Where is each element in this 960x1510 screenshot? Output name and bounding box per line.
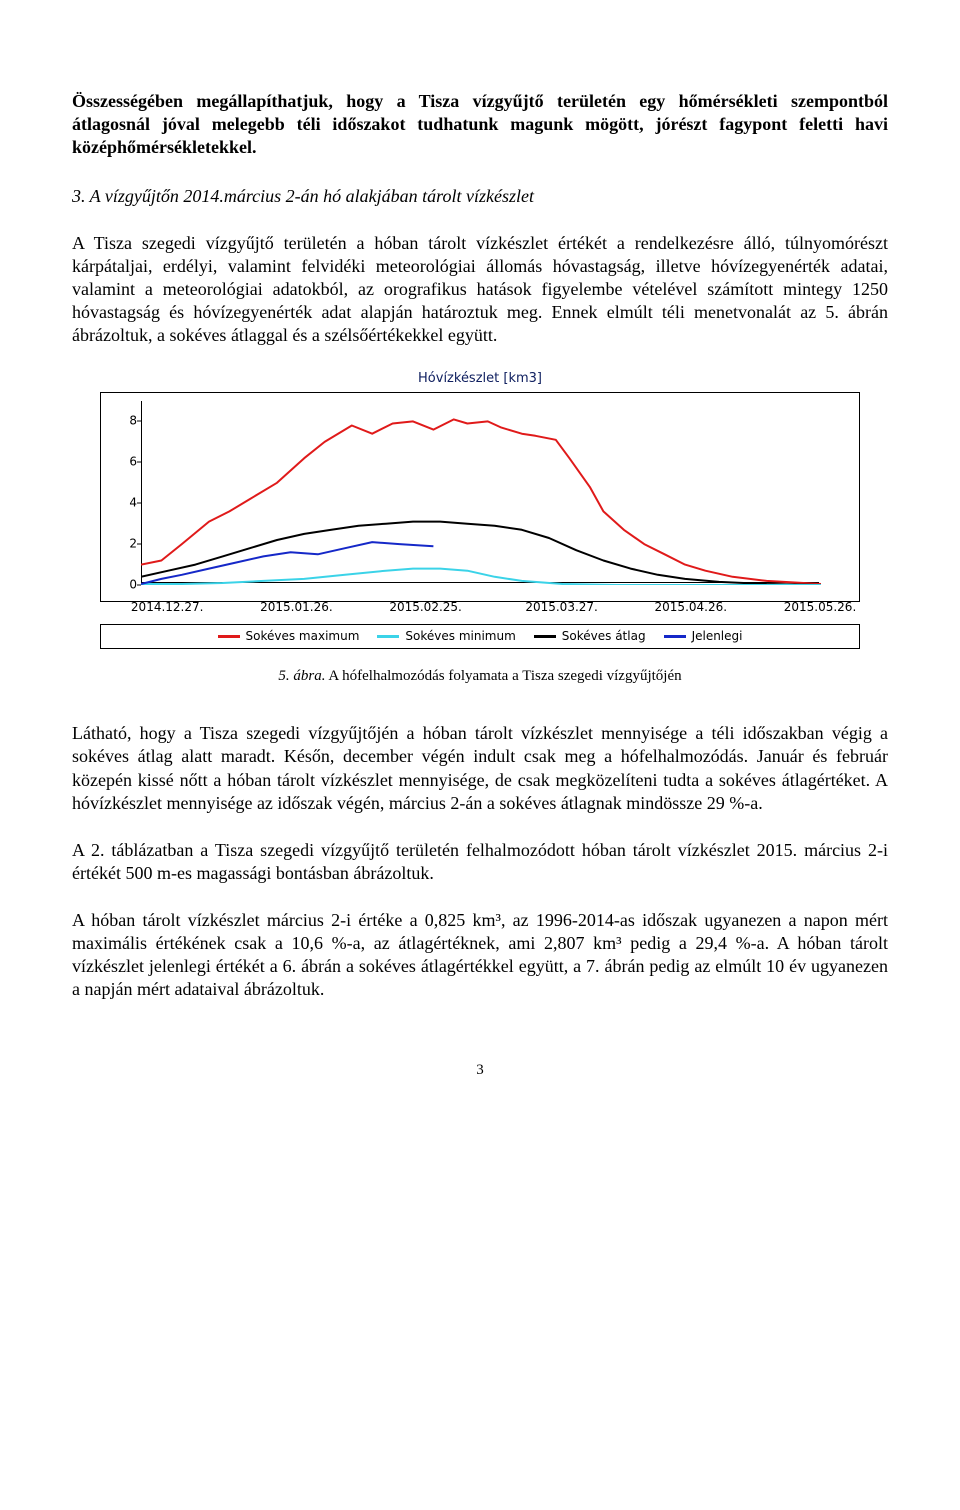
y-tick bbox=[137, 421, 141, 422]
x-tick-label: 2014.12.27. bbox=[131, 600, 204, 615]
x-tick-label: 2015.02.25. bbox=[389, 600, 462, 615]
legend-item: Jelenlegi bbox=[664, 629, 743, 644]
legend-swatch bbox=[534, 635, 556, 638]
legend-label: Sokéves átlag bbox=[562, 629, 646, 644]
x-tick-label: 2015.01.26. bbox=[260, 600, 333, 615]
figure-5-caption-text: A hófelhalmozódás folyamata a Tisza szeg… bbox=[325, 668, 681, 684]
series-avg bbox=[141, 522, 821, 585]
y-tick-label: 6 bbox=[103, 455, 137, 470]
y-tick bbox=[137, 584, 141, 585]
x-tick-label: 2015.05.26. bbox=[784, 600, 857, 615]
legend-item: Sokéves átlag bbox=[534, 629, 646, 644]
legend-label: Sokéves minimum bbox=[405, 629, 515, 644]
chart-box: 0 2 4 6 8 bbox=[100, 392, 860, 602]
legend-label: Sokéves maximum bbox=[246, 629, 360, 644]
legend-swatch bbox=[664, 635, 686, 638]
legend-swatch bbox=[218, 635, 240, 638]
y-tick-label: 4 bbox=[103, 495, 137, 510]
legend-item: Sokéves minimum bbox=[377, 629, 515, 644]
y-tick-label: 2 bbox=[103, 536, 137, 551]
section-heading: 3. A vízgyűjtőn 2014.március 2-án hó ala… bbox=[72, 185, 888, 208]
figure-5-number: 5. ábra. bbox=[278, 668, 325, 684]
y-tick bbox=[137, 503, 141, 504]
x-tick-label: 2015.03.27. bbox=[525, 600, 598, 615]
body-paragraph-2: Látható, hogy a Tisza szegedi vízgyűjtőj… bbox=[72, 722, 888, 814]
chart-container: Hóvízkészlet [km3] 0 2 4 6 8 2014.12.27. 2015… bbox=[100, 371, 860, 649]
legend-item: Sokéves maximum bbox=[218, 629, 360, 644]
figure-5-caption: 5. ábra. A hófelhalmozódás folyamata a T… bbox=[72, 667, 888, 686]
legend-swatch bbox=[377, 635, 399, 638]
body-paragraph-4: A hóban tárolt vízkészlet március 2-i ér… bbox=[72, 909, 888, 1001]
chart-svg bbox=[141, 401, 821, 585]
body-paragraph-1: A Tisza szegedi vízgyűjtő területén a hó… bbox=[72, 232, 888, 347]
y-tick bbox=[137, 462, 141, 463]
y-tick-label: 0 bbox=[103, 577, 137, 592]
body-paragraph-3: A 2. táblázatban a Tisza szegedi vízgyűj… bbox=[72, 839, 888, 885]
chart-title: Hóvízkészlet [km3] bbox=[100, 371, 860, 388]
page-number: 3 bbox=[72, 1061, 888, 1080]
series-max bbox=[141, 419, 821, 584]
summary-paragraph: Összességében megállapíthatjuk, hogy a T… bbox=[72, 90, 888, 159]
y-tick-label: 8 bbox=[103, 414, 137, 429]
legend-label: Jelenlegi bbox=[692, 629, 743, 644]
legend: Sokéves maximum Sokéves minimum Sokéves át… bbox=[100, 624, 860, 649]
series-current bbox=[141, 542, 433, 584]
x-tick-label: 2015.04.26. bbox=[655, 600, 728, 615]
y-tick bbox=[137, 544, 141, 545]
